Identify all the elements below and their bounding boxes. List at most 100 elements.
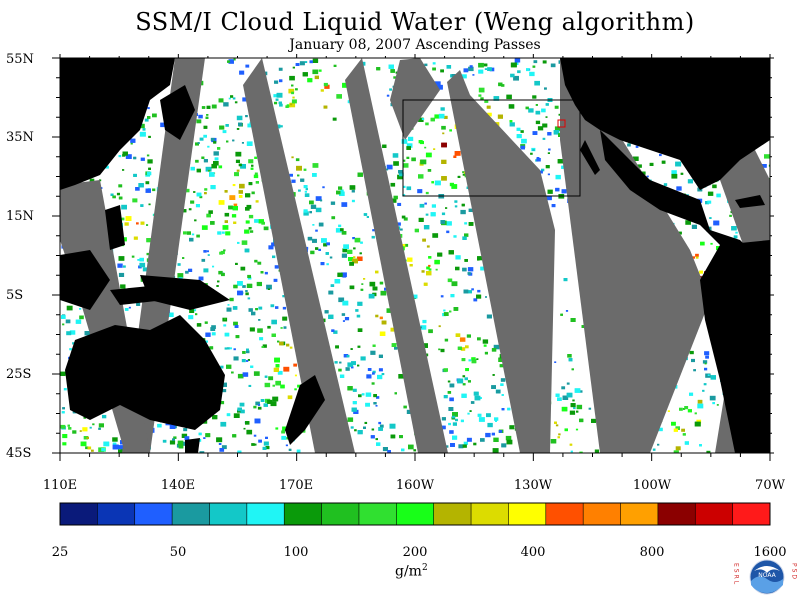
cloud-pixel	[393, 76, 397, 79]
cloud-pixel	[231, 214, 237, 218]
cloud-pixel	[182, 441, 187, 446]
colorbar-label-200: 200	[402, 545, 428, 560]
cloud-pixel	[465, 345, 469, 349]
cloud-pixel	[712, 402, 715, 405]
cloud-pixel	[292, 66, 295, 69]
cloud-pixel	[418, 174, 424, 179]
cloud-pixel	[295, 158, 300, 162]
cloud-pixel	[379, 281, 384, 285]
cloud-pixel	[378, 427, 383, 431]
cloud-pixel	[221, 445, 227, 450]
cloud-pixel	[398, 170, 403, 174]
cloud-pixel	[432, 67, 436, 71]
cloud-pixel	[691, 224, 697, 229]
cloud-pixel	[663, 183, 668, 186]
cloud-pixel	[102, 414, 107, 419]
cloud-pixel	[334, 279, 341, 284]
cloud-pixel	[381, 373, 385, 376]
cloud-pixel	[84, 331, 90, 336]
cloud-pixel	[132, 198, 138, 203]
cloud-pixel	[120, 217, 125, 221]
cloud-pixel	[211, 104, 217, 109]
cloud-pixel	[372, 229, 375, 232]
cloud-pixel	[245, 292, 249, 296]
cloud-pixel	[98, 427, 101, 430]
cloud-pixel	[229, 347, 232, 350]
cloud-pixel	[60, 424, 66, 429]
cloud-pixel	[422, 319, 427, 324]
cloud-pixel	[213, 141, 217, 144]
cloud-pixel	[261, 346, 264, 348]
cloud-pixel	[440, 220, 446, 224]
cloud-pixel	[501, 394, 504, 396]
cloud-pixel	[238, 122, 243, 127]
cloud-pixel	[221, 231, 225, 234]
cloud-pixel	[508, 104, 515, 109]
cloud-pixel	[486, 105, 491, 109]
cloud-pixel	[263, 403, 268, 407]
cloud-pixel	[162, 439, 167, 443]
subregion-box	[402, 99, 581, 197]
cloud-pixel	[472, 74, 475, 76]
cloud-pixel	[579, 418, 584, 423]
cloud-pixel	[373, 402, 377, 405]
colorbar-label-800: 800	[639, 545, 665, 560]
cloud-pixel	[309, 60, 313, 64]
cloud-pixel	[169, 424, 176, 429]
cloud-pixel	[257, 261, 262, 265]
cloud-pixel	[223, 249, 226, 252]
cloud-pixel	[245, 290, 248, 292]
cloud-pixel	[272, 396, 279, 402]
cloud-pixel	[281, 435, 287, 440]
land-mass	[105, 205, 125, 250]
cloud-pixel	[545, 116, 548, 118]
cloud-pixel	[535, 104, 538, 106]
cloud-pixel	[477, 256, 483, 261]
cloud-pixel	[241, 240, 248, 245]
cloud-pixel	[419, 203, 425, 208]
cloud-pixel	[246, 283, 253, 288]
cloud-pixel	[142, 267, 148, 272]
cloud-pixel	[271, 319, 277, 325]
cloud-pixel	[450, 443, 455, 447]
cloud-pixel	[558, 433, 561, 436]
cloud-pixel	[471, 288, 474, 291]
cloud-pixel	[695, 253, 699, 257]
cloud-pixel	[468, 208, 473, 212]
cloud-pixel	[242, 285, 246, 288]
cloud-pixel	[470, 401, 475, 404]
cloud-pixel	[485, 296, 487, 298]
cloud-pixel	[112, 444, 119, 450]
cloud-pixel	[572, 399, 575, 402]
cloud-pixel	[139, 257, 144, 262]
cloud-pixel	[414, 228, 419, 233]
cloud-pixel	[389, 88, 392, 91]
cloud-pixel	[591, 418, 596, 423]
cloud-pixel	[478, 62, 484, 68]
cloud-pixel	[312, 58, 319, 63]
cloud-pixel	[173, 436, 177, 439]
cloud-pixel	[554, 361, 557, 363]
cloud-pixel	[262, 446, 267, 450]
cloud-pixel	[188, 268, 193, 272]
cloud-pixel	[434, 81, 441, 87]
cloud-pixel	[205, 433, 211, 438]
cloud-pixel	[443, 115, 448, 119]
cloud-pixel	[238, 195, 243, 198]
cloud-pixel	[498, 430, 503, 433]
cloud-pixel	[520, 145, 525, 150]
cloud-pixel	[264, 375, 268, 378]
cloud-pixel	[493, 437, 499, 442]
cloud-pixel	[214, 157, 219, 161]
cloud-pixel	[478, 69, 484, 74]
cloud-pixel	[75, 319, 82, 324]
cloud-pixel	[195, 204, 200, 208]
cloud-pixel	[242, 372, 249, 377]
cloud-pixel	[710, 375, 716, 380]
cloud-pixel	[468, 359, 472, 362]
cloud-pixel	[324, 310, 329, 314]
cloud-pixel	[228, 59, 234, 64]
cloud-pixel	[294, 388, 297, 391]
cloud-pixel	[275, 98, 279, 101]
cloud-pixel	[351, 190, 355, 193]
